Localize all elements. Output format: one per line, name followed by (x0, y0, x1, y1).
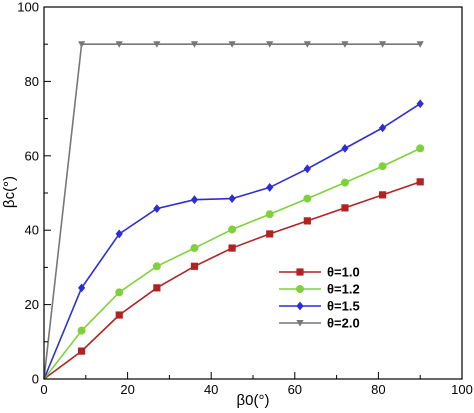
data-point-s1-5 (228, 244, 236, 252)
data-point-s4-10 (416, 41, 424, 48)
data-point-s4-8 (341, 41, 349, 48)
data-point-s4-5 (228, 41, 236, 48)
y-tick-label-1: 20 (25, 297, 39, 312)
axes: 00 20 20 40 40 60 60 80 80 100 100 (17, 0, 473, 397)
data-point-s1-4 (190, 262, 199, 270)
y-tick-label-5: 100 (17, 0, 39, 15)
series-line-1 (43, 181, 421, 380)
data-point-s3-6 (266, 183, 274, 192)
data-point-s3-10 (416, 99, 424, 109)
y-tick-label-0: 0 (32, 372, 39, 387)
data-point-s4-1 (78, 41, 86, 48)
data-point-s3-3 (153, 204, 161, 214)
data-point-s2-2 (115, 288, 124, 297)
data-point-s4-6 (266, 41, 274, 48)
y-tick-label-2: 40 (25, 223, 39, 238)
data-point-s1-9 (378, 191, 387, 199)
legend-label-2: θ=1.2 (327, 282, 360, 297)
legend: θ=1.0 θ=1.2 θ=1.5 θ=2.0 (279, 265, 360, 331)
x-tick-label-5: 100 (451, 382, 473, 397)
data-point-s3-7 (303, 164, 311, 174)
data-point-s2-8 (340, 178, 349, 187)
x-axis-title: β0(°) (237, 392, 270, 409)
data-point-s1-8 (341, 204, 349, 212)
legend-label-3: θ=1.5 (327, 299, 360, 314)
data-point-s1-10 (416, 178, 424, 186)
series-line-2 (43, 147, 421, 380)
data-point-s2-10 (416, 144, 425, 153)
x-tick-label-3: 60 (288, 382, 302, 397)
data-point-s4-4 (190, 41, 199, 48)
legend-marker-1 (296, 268, 304, 276)
data-point-s2-9 (378, 162, 387, 171)
data-point-s1-6 (266, 230, 274, 238)
data-point-s4-2 (115, 41, 123, 48)
legend-label-4: θ=2.0 (327, 316, 360, 331)
series-line-3 (43, 103, 421, 380)
x-tick-label-4: 80 (371, 382, 385, 397)
data-point-s3-2 (115, 229, 123, 239)
data-point-s2-5 (228, 225, 237, 234)
data-point-s1-2 (115, 311, 123, 319)
x-tick-label-1: 20 (120, 382, 134, 397)
x-tick-label-2: 40 (204, 382, 218, 397)
legend-marker-4 (296, 320, 304, 327)
data-point-s4-9 (378, 41, 387, 48)
data-point-s3-8 (341, 143, 349, 153)
data-point-s2-1 (77, 326, 86, 335)
series-line-4 (43, 43, 421, 380)
data-point-s2-7 (303, 194, 312, 203)
data-point-s3-9 (378, 123, 387, 133)
x-tick-label-0: 0 (40, 382, 47, 397)
data-point-s4-3 (153, 41, 161, 48)
plot-area (43, 41, 425, 380)
data-point-s3-5 (228, 194, 236, 203)
legend-marker-2 (296, 285, 304, 293)
y-tick-label-3: 60 (25, 148, 39, 163)
data-point-s3-4 (190, 195, 199, 205)
data-point-s2-6 (265, 210, 274, 219)
data-point-s1-1 (78, 347, 86, 355)
data-point-s1-3 (153, 284, 161, 292)
data-point-s2-3 (152, 262, 161, 271)
data-point-s1-7 (303, 217, 311, 225)
data-point-s3-1 (78, 283, 86, 293)
data-point-s4-7 (303, 41, 311, 48)
y-axis-title: βc(°) (1, 176, 18, 208)
y-tick-label-4: 80 (25, 74, 39, 89)
legend-marker-3 (296, 301, 304, 311)
legend-label-1: θ=1.0 (327, 265, 360, 280)
data-point-s2-4 (190, 244, 199, 253)
